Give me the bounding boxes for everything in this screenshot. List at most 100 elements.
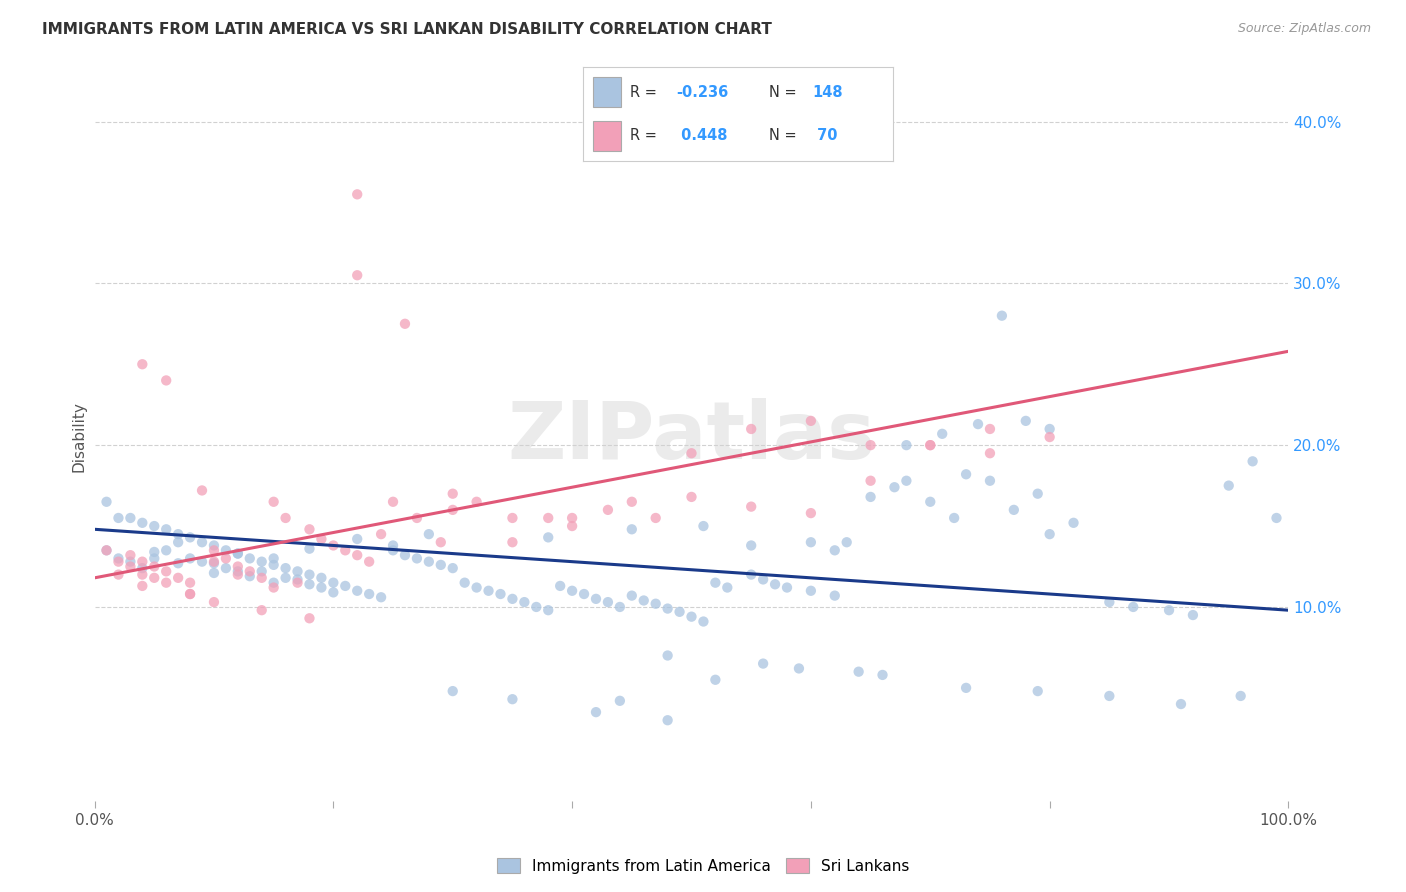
Point xyxy=(418,527,440,541)
Point xyxy=(465,495,488,509)
Point xyxy=(226,567,249,582)
Point xyxy=(740,539,762,553)
Point xyxy=(191,535,214,549)
Text: ZIPatlas: ZIPatlas xyxy=(508,398,876,476)
Point xyxy=(131,516,153,530)
Point xyxy=(1002,503,1025,517)
Point xyxy=(370,527,392,541)
Point xyxy=(620,589,643,603)
Point xyxy=(430,558,453,572)
Text: N =: N = xyxy=(769,128,801,143)
Point xyxy=(441,561,464,575)
Point xyxy=(657,601,679,615)
Point xyxy=(167,571,190,585)
Point xyxy=(131,555,153,569)
Point xyxy=(979,446,1001,460)
Point xyxy=(131,567,153,582)
Point xyxy=(824,589,846,603)
Point xyxy=(465,581,488,595)
Point xyxy=(991,309,1014,323)
Point xyxy=(346,187,368,202)
Point xyxy=(740,422,762,436)
Point xyxy=(131,561,153,575)
Point xyxy=(226,547,249,561)
Point xyxy=(298,567,321,582)
Point xyxy=(716,581,738,595)
Point xyxy=(274,571,297,585)
Point xyxy=(359,587,381,601)
Point xyxy=(131,579,153,593)
Point xyxy=(681,446,703,460)
Point xyxy=(107,551,129,566)
Point xyxy=(107,511,129,525)
Text: 70: 70 xyxy=(813,128,838,143)
Point xyxy=(202,566,225,580)
Point xyxy=(883,480,905,494)
Point xyxy=(120,555,142,569)
Point xyxy=(787,661,810,675)
Point xyxy=(763,577,786,591)
Point xyxy=(346,583,368,598)
Point xyxy=(848,665,870,679)
Point xyxy=(155,373,177,387)
Point xyxy=(179,587,201,601)
Point xyxy=(202,543,225,558)
Point xyxy=(1063,516,1085,530)
Point xyxy=(394,317,416,331)
Text: N =: N = xyxy=(769,85,801,100)
Point xyxy=(537,511,560,525)
Point xyxy=(740,567,762,582)
Point xyxy=(596,503,619,517)
Point xyxy=(800,414,823,428)
Point xyxy=(167,556,190,570)
Point xyxy=(800,535,823,549)
Point xyxy=(346,532,368,546)
Point xyxy=(692,615,714,629)
Point xyxy=(346,268,368,283)
Point xyxy=(1218,478,1240,492)
Point xyxy=(120,559,142,574)
Point xyxy=(441,503,464,517)
Point xyxy=(311,532,333,546)
Point xyxy=(824,543,846,558)
Point xyxy=(406,551,429,566)
Point xyxy=(96,495,118,509)
Point xyxy=(202,539,225,553)
Point xyxy=(167,527,190,541)
Point xyxy=(179,530,201,544)
Point xyxy=(548,579,571,593)
Point xyxy=(979,422,1001,436)
Point xyxy=(1026,684,1049,698)
Point xyxy=(120,511,142,525)
Point xyxy=(943,511,966,525)
Point xyxy=(776,581,799,595)
Point xyxy=(896,474,918,488)
Point xyxy=(382,495,405,509)
Point xyxy=(920,438,942,452)
Point xyxy=(681,609,703,624)
Point xyxy=(250,565,273,579)
Point xyxy=(179,587,201,601)
Point xyxy=(263,495,285,509)
Text: R =: R = xyxy=(630,128,661,143)
Point xyxy=(585,591,607,606)
Point xyxy=(1122,599,1144,614)
Point xyxy=(394,548,416,562)
Point xyxy=(143,571,166,585)
Point xyxy=(1098,689,1121,703)
Point xyxy=(274,561,297,575)
Point xyxy=(250,555,273,569)
Point xyxy=(740,500,762,514)
FancyBboxPatch shape xyxy=(593,78,620,107)
Point xyxy=(537,530,560,544)
Point xyxy=(704,575,727,590)
Point xyxy=(274,511,297,525)
Point xyxy=(453,575,475,590)
Point xyxy=(441,684,464,698)
Point xyxy=(1241,454,1264,468)
Point xyxy=(955,681,977,695)
Point xyxy=(215,543,238,558)
Point xyxy=(298,611,321,625)
Point xyxy=(239,565,262,579)
Point xyxy=(406,511,429,525)
